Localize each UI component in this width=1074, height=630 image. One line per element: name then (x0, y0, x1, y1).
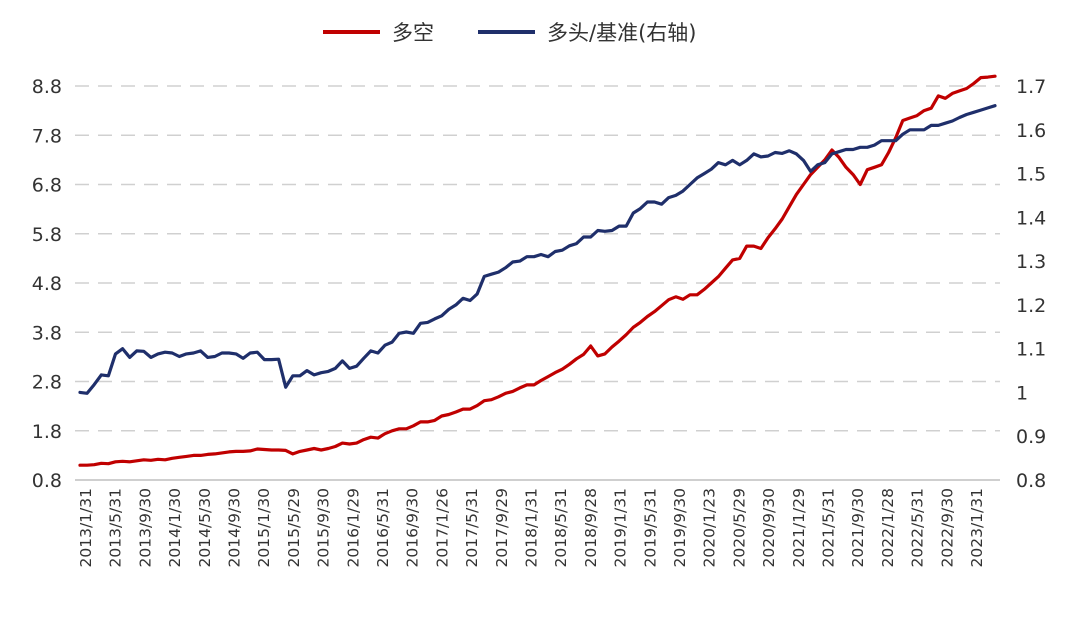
x-tick-label: 2020/1/23 (701, 488, 719, 567)
left-tick-label: 6.8 (32, 175, 62, 197)
x-tick-label: 2020/9/30 (760, 488, 778, 567)
x-tick-label: 2016/1/29 (344, 488, 362, 567)
series-line-long-short (78, 74, 997, 467)
x-tick-label: 2014/9/30 (226, 488, 244, 567)
x-tick-label: 2013/1/31 (77, 488, 95, 567)
x-tick-label: 2022/1/28 (879, 488, 897, 567)
left-tick-label: 0.8 (32, 470, 62, 492)
legend: 多空 多头/基准(右轴) (323, 21, 696, 45)
right-tick-label: 1.4 (1016, 207, 1046, 229)
right-tick-label: 1 (1016, 382, 1028, 404)
x-tick-label: 2019/1/31 (612, 488, 630, 567)
x-axis-ticks: 2013/1/31 2013/5/31 2013/9/30 2014/1/30 2014… (77, 488, 986, 567)
left-tick-label: 5.8 (32, 224, 62, 246)
x-tick-label: 2022/9/30 (938, 488, 956, 567)
legend-label-long-short: 多空 (392, 21, 434, 45)
series-lines (78, 74, 997, 467)
right-tick-label: 1.2 (1016, 295, 1046, 317)
left-tick-label: 7.8 (32, 125, 62, 147)
x-tick-label: 2020/5/29 (730, 488, 748, 567)
x-tick-label: 2013/5/31 (107, 488, 125, 567)
x-tick-label: 2018/1/31 (523, 488, 541, 567)
right-tick-label: 1.7 (1016, 76, 1046, 98)
series-line-long-benchmark (78, 104, 997, 395)
x-tick-label: 2017/9/29 (493, 488, 511, 567)
x-tick-label: 2015/1/30 (255, 488, 273, 567)
left-axis-ticks: 0.8 1.8 2.8 3.8 4.8 5.8 6.8 7.8 8.8 (32, 76, 62, 492)
left-tick-label: 1.8 (32, 421, 62, 443)
x-tick-label: 2017/5/31 (463, 488, 481, 567)
x-tick-label: 2018/5/31 (552, 488, 570, 567)
x-tick-label: 2018/9/28 (582, 488, 600, 567)
right-tick-label: 1.3 (1016, 251, 1046, 273)
x-tick-label: 2019/9/30 (671, 488, 689, 567)
left-tick-label: 8.8 (32, 76, 62, 98)
right-tick-label: 1.6 (1016, 120, 1046, 142)
gridlines (75, 85, 1000, 432)
left-tick-label: 3.8 (32, 322, 62, 344)
x-tick-label: 2021/5/31 (820, 488, 838, 567)
x-tick-label: 2013/9/30 (136, 488, 154, 567)
x-tick-label: 2019/5/31 (641, 488, 659, 567)
x-tick-label: 2015/9/30 (315, 488, 333, 567)
right-tick-label: 1.1 (1016, 339, 1046, 361)
x-tick-label: 2014/5/30 (196, 488, 214, 567)
left-tick-label: 4.8 (32, 273, 62, 295)
right-tick-label: 0.9 (1016, 426, 1046, 448)
right-tick-label: 0.8 (1016, 470, 1046, 492)
x-tick-label: 2023/1/31 (968, 488, 986, 567)
x-tick-label: 2017/1/26 (433, 488, 451, 567)
right-axis-ticks: 0.8 0.9 1 1.1 1.2 1.3 1.4 1.5 1.6 1.7 (1016, 76, 1046, 492)
right-tick-label: 1.5 (1016, 164, 1046, 186)
x-tick-label: 2015/5/29 (285, 488, 303, 567)
x-tick-label: 2021/9/30 (849, 488, 867, 567)
x-tick-label: 2022/5/31 (909, 488, 927, 567)
legend-label-long-benchmark: 多头/基准(右轴) (547, 21, 696, 45)
left-tick-label: 2.8 (32, 372, 62, 394)
x-tick-label: 2016/5/31 (374, 488, 392, 567)
x-tick-label: 2014/1/30 (166, 488, 184, 567)
x-tick-label: 2021/1/29 (790, 488, 808, 567)
x-tick-label: 2016/9/30 (404, 488, 422, 567)
